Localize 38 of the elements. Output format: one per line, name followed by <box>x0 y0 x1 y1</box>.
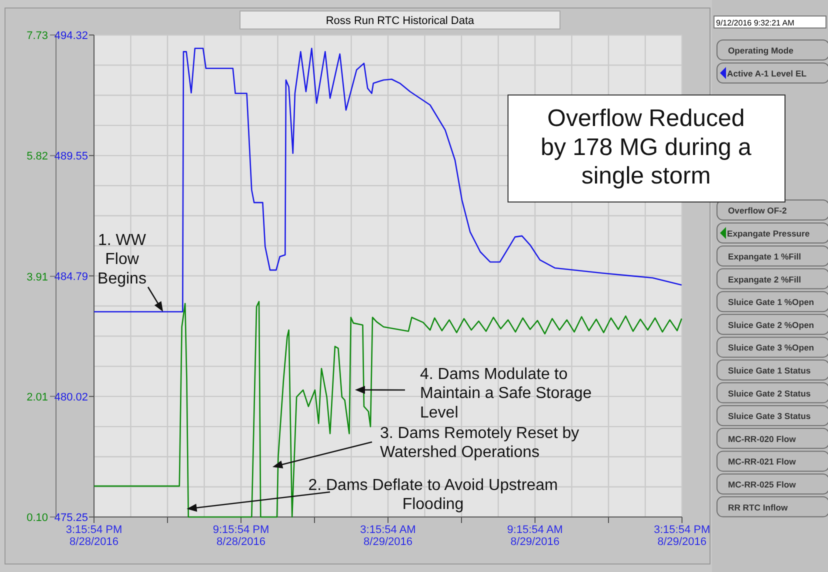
annotation: 3. Dams Remotely Reset by Watershed Operations <box>380 425 580 462</box>
y2-tick-label: 3.91 <box>26 271 48 284</box>
text: MC-RR-021 Flow <box>728 456 796 467</box>
annotation: 1. WW Flow Begins <box>98 232 147 288</box>
y2-tick-label: 2.01 <box>26 391 48 404</box>
y-tick-label: 475.25 <box>54 512 88 524</box>
x-tick-label: 3:15:54 AM 8/29/2016 <box>360 524 416 548</box>
x-tick-label: 9:15:54 AM 8/29/2016 <box>507 524 563 548</box>
y2-tick-label: 0.10 <box>26 512 48 524</box>
text: Operating Mode <box>728 46 794 56</box>
text: Sluice Gate 1 %Open <box>728 297 814 308</box>
x-tick-label: 3:15:54 PM 8/29/2016 <box>654 524 710 548</box>
y-tick-label: 489.55 <box>54 150 88 163</box>
chart-title: Ross Run RTC Historical Data <box>326 15 476 27</box>
text: MC-RR-025 Flow <box>728 480 796 490</box>
legend-label: Expangate Pressure <box>727 228 810 238</box>
text: RR RTC Inflow <box>728 502 788 512</box>
text: Expangate 1 %Fill <box>728 252 802 262</box>
text: Sluice Gate 3 Status <box>728 411 811 422</box>
y2-tick-label: 7.73 <box>26 30 48 42</box>
y-tick-label: 494.32 <box>54 30 88 42</box>
text: MC-RR-020 Flow <box>728 434 796 444</box>
annotation: 4. Dams Modulate to Maintain a Safe Storage Level <box>420 366 592 422</box>
text: Expangate 2 %Fill <box>728 274 802 284</box>
y-tick-label: 484.79 <box>54 270 88 283</box>
text: Sluice Gate 1 Status <box>728 366 811 376</box>
text: Sluice Gate 2 %Open <box>728 320 814 330</box>
y-tick-label: 480.02 <box>54 391 88 404</box>
legend-label: Active A-1 Level EL <box>727 68 806 78</box>
text: 9/12/2016 9:32:21 AM <box>716 18 795 28</box>
x-tick-label: 3:15:54 PM 8/28/2016 <box>66 524 122 548</box>
text: Sluice Gate 2 Status <box>728 388 811 398</box>
text: Overflow OF-2 <box>728 206 787 216</box>
y2-tick-label: 5.82 <box>26 150 48 163</box>
x-tick-label: 9:15:54 PM 8/28/2016 <box>212 524 270 548</box>
annotation: Overflow Reduced by 178 MG during a single storm <box>540 105 752 190</box>
annotation: 2. Dams Deflate to Avoid Upstream Flooding <box>308 477 558 514</box>
text: Sluice Gate 3 %Open <box>728 342 814 353</box>
